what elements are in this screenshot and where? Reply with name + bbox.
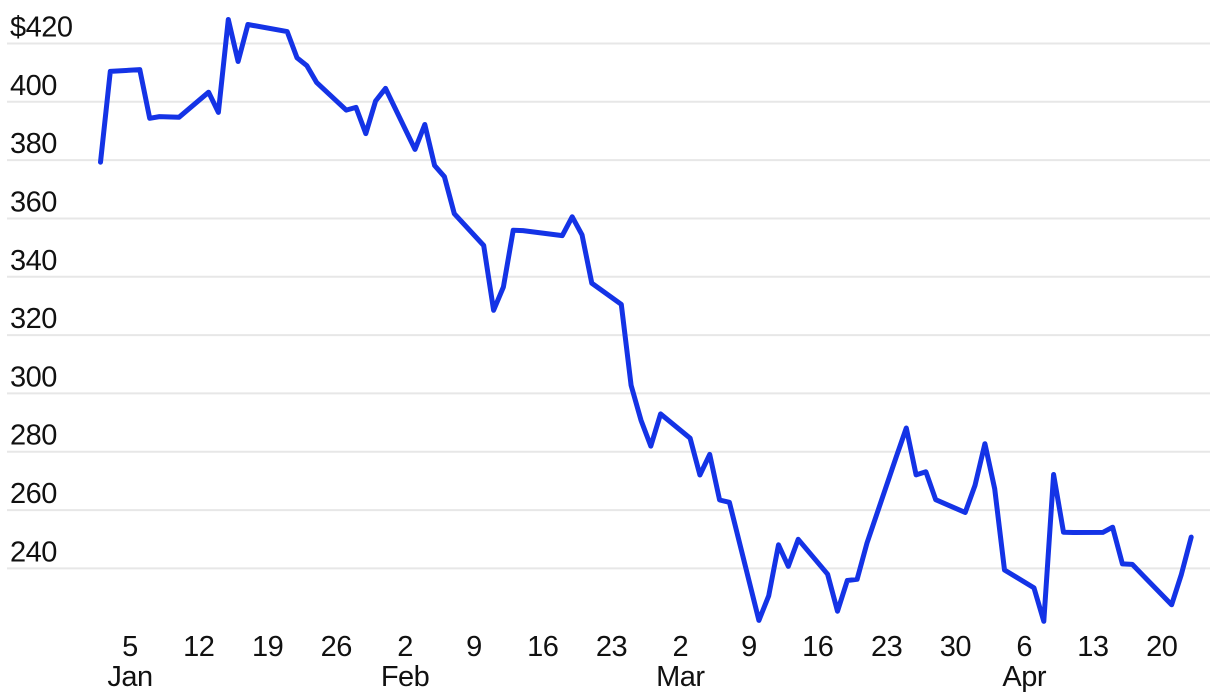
y-axis-label: 240 (10, 536, 57, 568)
x-axis-day-label: 5 (122, 631, 138, 663)
x-axis-month-label: Apr (1002, 661, 1046, 693)
y-axis-label: 260 (10, 478, 57, 510)
x-axis-day-label: 6 (1016, 631, 1032, 663)
x-axis-day-label: 19 (252, 631, 283, 663)
x-axis-day-label: 9 (466, 631, 482, 663)
y-axis-label: 280 (10, 420, 57, 452)
x-axis-day-label: 13 (1077, 631, 1108, 663)
x-axis-day-label: 12 (183, 631, 214, 663)
x-axis-day-label: 2 (397, 631, 413, 663)
y-axis-label: 400 (10, 70, 57, 102)
y-axis-label: 300 (10, 361, 57, 393)
x-axis-month-label: Jan (107, 661, 152, 693)
price-line (98, 17, 1194, 624)
y-axis-label: 340 (10, 245, 57, 277)
x-axis-day-label: 2 (672, 631, 688, 663)
x-axis-day-label: 26 (321, 631, 352, 663)
x-axis-day-label: 23 (871, 631, 902, 663)
x-axis-day-label: 9 (741, 631, 757, 663)
x-axis-day-label: 16 (802, 631, 833, 663)
x-axis-month-label: Feb (381, 661, 429, 693)
x-axis-day-label: 23 (596, 631, 627, 663)
y-axis-label: $420 (10, 12, 73, 44)
x-axis-month-label: Mar (656, 661, 705, 693)
y-axis-label: 360 (10, 187, 57, 219)
y-axis-label: 320 (10, 303, 57, 335)
x-axis-day-label: 30 (940, 631, 971, 663)
y-axis-label: 380 (10, 128, 57, 160)
x-axis-day-label: 20 (1146, 631, 1177, 663)
x-axis-day-label: 16 (527, 631, 558, 663)
